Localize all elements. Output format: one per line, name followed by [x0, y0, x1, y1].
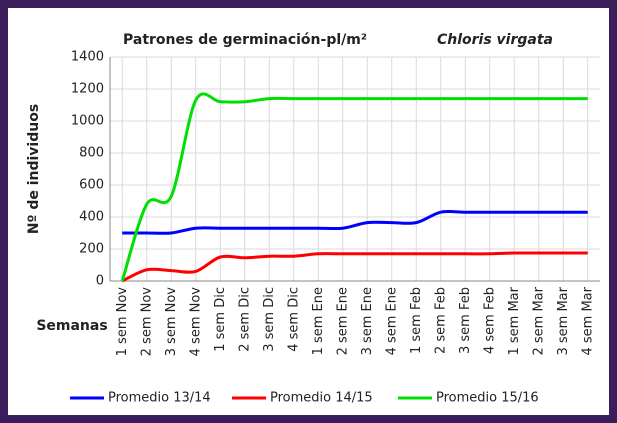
legend-label: Promedio 15/16	[436, 391, 539, 406]
x-tick-label: 4 sem Nov	[188, 287, 203, 357]
x-axis-label: Semanas	[36, 318, 107, 334]
x-tick-label: 4 sem Mar	[580, 286, 595, 355]
y-tick-label: 1000	[71, 114, 104, 129]
x-tick-label: 2 sem Dic	[237, 287, 252, 352]
x-tick-label: 3 sem Mar	[556, 286, 571, 355]
y-tick-label: 200	[79, 242, 104, 257]
legend-label: Promedio 13/14	[108, 391, 211, 406]
x-tick-label: 4 sem Dic	[286, 287, 301, 352]
y-tick-label: 800	[79, 146, 104, 161]
y-tick-label: 0	[96, 274, 104, 289]
series-line	[121, 251, 588, 283]
x-tick-label: 2 sem Nov	[139, 287, 154, 357]
x-tick-label: 3 sem Feb	[458, 287, 473, 354]
x-tick-label: 4 sem Feb	[482, 287, 497, 354]
y-tick-label: 1400	[71, 50, 104, 65]
series-line	[120, 92, 588, 282]
chart-title: Patrones de germinación-pl/m²	[123, 32, 367, 48]
x-tick-label: 2 sem Ene	[335, 287, 350, 355]
x-tick-label: 2 sem Mar	[531, 286, 546, 355]
x-tick-label: 3 sem Ene	[360, 287, 375, 355]
legend-label: Promedio 14/15	[270, 391, 373, 406]
x-tick-label: 1 sem Nov	[115, 287, 130, 357]
series-line	[122, 209, 588, 235]
x-tick-label: 1 sem Feb	[409, 287, 424, 354]
y-axis-label: Nº de individuos	[26, 104, 42, 234]
y-tick-label: 400	[79, 210, 104, 225]
x-tick-label: 3 sem Nov	[164, 287, 179, 357]
y-tick-label: 600	[79, 178, 104, 193]
chart-subtitle: Chloris virgata	[437, 32, 553, 48]
x-tick-label: 3 sem Dic	[262, 287, 277, 352]
x-tick-label: 1 sem Mar	[507, 286, 522, 355]
x-tick-label: 1 sem Dic	[213, 287, 228, 352]
y-tick-label: 1200	[71, 82, 104, 97]
x-tick-label: 1 sem Ene	[311, 287, 326, 355]
x-tick-label: 4 sem Ene	[384, 287, 399, 355]
x-tick-label: 2 sem Feb	[433, 287, 448, 354]
